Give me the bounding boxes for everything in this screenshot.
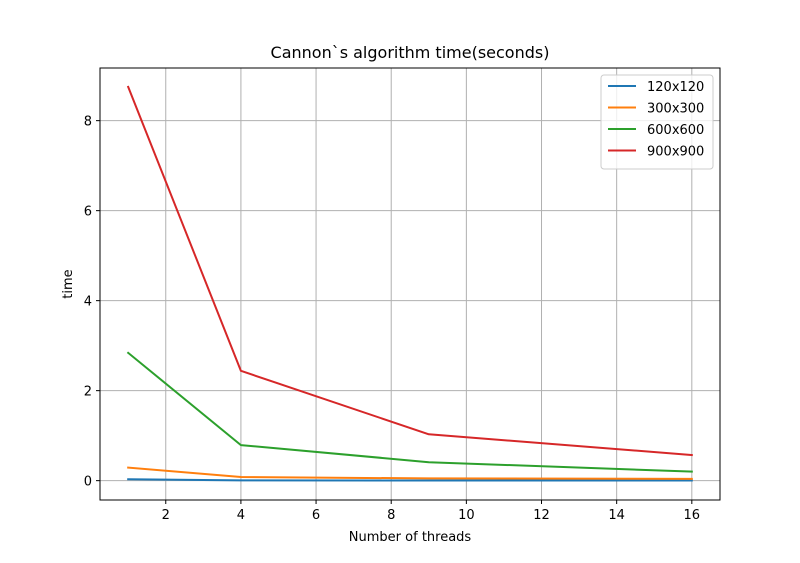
y-tick-label: 4 — [84, 295, 92, 310]
legend-box — [600, 74, 714, 170]
plot-frame — [99, 67, 721, 501]
series-line-900x900 — [126, 85, 693, 457]
x-tick-label: 12 — [533, 508, 550, 523]
legend-label-300x300: 300x300 — [647, 102, 704, 117]
x-axis: 2 4 6 8 10 12 14 16 — [162, 500, 700, 523]
x-tick-label: 16 — [684, 508, 701, 523]
legend: 120x120 300x300 600x600 900x900 — [600, 74, 714, 170]
series-line-120x120 — [127, 478, 693, 482]
x-axis-label: Number of threads — [349, 530, 472, 545]
x-tick-label: 2 — [162, 508, 170, 523]
legend-label-120x120: 120x120 — [647, 80, 704, 95]
x-tick-label: 10 — [458, 508, 475, 523]
legend-label-600x600: 600x600 — [647, 123, 704, 138]
series-line-600x600 — [126, 351, 693, 473]
x-tick-label: 6 — [312, 508, 320, 523]
y-axis: 0 2 4 6 8 — [84, 115, 100, 490]
legend-label-900x900: 900x900 — [647, 145, 704, 160]
chart-title: Cannon`s algorithm time(seconds) — [271, 43, 550, 62]
y-tick-label: 8 — [84, 115, 92, 130]
x-tick-label: 8 — [387, 508, 395, 523]
series-lines — [126, 85, 693, 482]
y-axis-label: time — [61, 269, 76, 298]
series-line-300x300 — [127, 466, 693, 480]
x-tick-label: 4 — [237, 508, 245, 523]
y-tick-label: 2 — [84, 385, 92, 400]
y-tick-label: 6 — [84, 205, 92, 220]
x-tick-label: 14 — [608, 508, 625, 523]
y-tick-label: 0 — [84, 475, 92, 490]
